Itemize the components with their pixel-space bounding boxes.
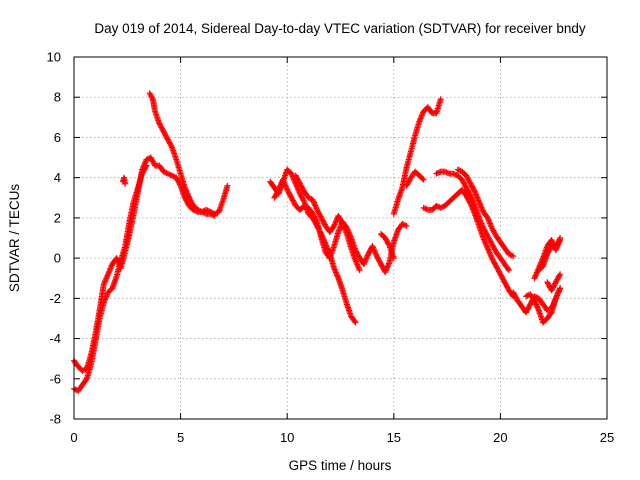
data-point: [351, 318, 358, 325]
data-point: [557, 285, 564, 292]
data-point: [434, 169, 441, 176]
data-point: [557, 235, 564, 241]
data-point: [385, 241, 392, 248]
y-tick-label: 6: [54, 130, 61, 145]
x-tick-label: 5: [177, 430, 184, 445]
data-point: [142, 163, 149, 170]
data-point: [82, 376, 89, 383]
y-tick-label: -2: [49, 291, 61, 306]
data-point: [313, 217, 320, 224]
data-point: [505, 265, 512, 272]
y-tick-label: 0: [54, 251, 61, 266]
data-point: [403, 222, 410, 229]
x-tick-label: 25: [600, 430, 614, 445]
data-point: [356, 267, 363, 274]
x-axis-label: GPS time / hours: [289, 458, 392, 473]
y-tick-label: -4: [49, 331, 61, 346]
data-point: [168, 143, 175, 150]
data-point: [437, 96, 444, 103]
y-tick-label: -6: [49, 371, 61, 386]
x-tick-label: 0: [70, 430, 77, 445]
y-tick-label: 8: [54, 90, 61, 105]
data-point: [211, 212, 218, 219]
data-point: [423, 206, 430, 213]
data-point: [466, 191, 473, 198]
x-tick-label: 10: [280, 430, 294, 445]
x-tick-label: 20: [493, 430, 507, 445]
data-point: [300, 197, 307, 204]
data-point: [143, 162, 150, 169]
data-point: [419, 175, 426, 182]
data-point: [420, 176, 427, 183]
data-point: [471, 187, 478, 194]
data-point: [510, 253, 517, 260]
data-point: [402, 222, 409, 229]
chart-title: Day 019 of 2014, Sidereal Day-to-day VTE…: [94, 21, 585, 36]
data-point: [547, 310, 554, 317]
data-point: [444, 169, 451, 176]
data-point: [556, 272, 563, 279]
plot-area: [71, 90, 564, 394]
y-tick-label: 2: [54, 210, 61, 225]
data-point: [390, 255, 397, 262]
y-tick-label: 10: [47, 50, 61, 65]
series-bndy: [71, 90, 564, 394]
plot-frame: [73, 56, 608, 420]
data-point: [443, 169, 450, 176]
data-point: [122, 180, 129, 187]
y-tick-label: 4: [54, 170, 61, 185]
y-axis-label: SDTVAR / TECUs: [7, 184, 22, 293]
data-point: [436, 169, 443, 176]
axes: 0 5 10 15 20 25 -8 -6 -4 -2 0 2 4 6 8 10: [47, 50, 615, 446]
data-point: [224, 182, 231, 189]
data-point: [422, 205, 429, 212]
data-point: [557, 271, 564, 278]
data-point: [352, 319, 359, 326]
y-tick-label: -8: [49, 412, 61, 427]
data-point: [274, 188, 281, 195]
x-tick-label: 15: [387, 430, 401, 445]
data-point: [338, 219, 345, 226]
data-point: [505, 267, 512, 274]
grid: [74, 57, 607, 419]
